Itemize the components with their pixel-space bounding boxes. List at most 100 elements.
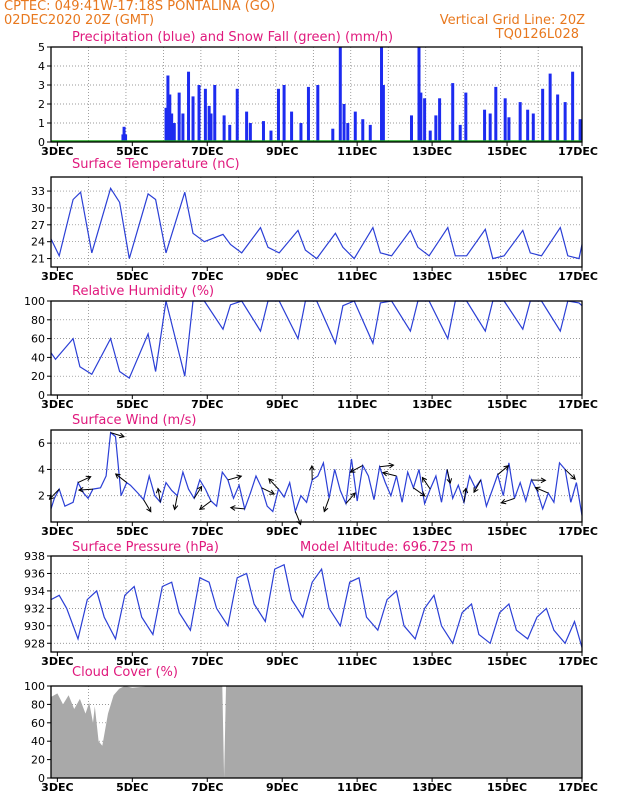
precipitation-xtick-label: 11DEC xyxy=(337,145,377,158)
humidity-xtick-label: 17DEC xyxy=(558,398,598,411)
temperature-xtick-label: 17DEC xyxy=(558,270,598,283)
temperature-xtick-label: 11DEC xyxy=(337,270,377,283)
precipitation-bar xyxy=(451,83,455,142)
humidity-xtick-label: 5DEC xyxy=(116,398,148,411)
precipitation-ytick-label: 5 xyxy=(38,41,45,54)
wind-direction-arrow xyxy=(413,487,426,497)
pressure-xtick-label: 3DEC xyxy=(41,655,73,668)
cloud-xtick-label: 5DEC xyxy=(116,781,148,794)
wind-direction-arrow xyxy=(227,475,242,481)
precipitation-xtick-label: 9DEC xyxy=(266,145,298,158)
humidity-ytick-label: 60 xyxy=(31,333,45,346)
temperature-series-line xyxy=(50,186,583,260)
precipitation-bar xyxy=(578,119,582,142)
humidity-xtick-label: 15DEC xyxy=(487,398,527,411)
cloud-xtick-label: 7DEC xyxy=(191,781,223,794)
precipitation-xtick-label: 5DEC xyxy=(116,145,148,158)
wind-arrow-head xyxy=(500,498,507,505)
precipitation-bar xyxy=(168,94,172,142)
cloud-cover-area xyxy=(51,686,582,778)
precipitation-bar xyxy=(228,124,232,142)
humidity-xtick-label: 9DEC xyxy=(266,398,298,411)
precipitation-bar xyxy=(164,107,168,142)
pressure-ytick-label: 938 xyxy=(24,550,45,563)
cloud-title: Cloud Cover (%) xyxy=(72,665,178,680)
wind-arrow-head xyxy=(446,478,453,485)
wind-direction-arrow xyxy=(350,465,364,473)
wind-arrow-head xyxy=(172,504,179,511)
precipitation-bar xyxy=(209,113,213,142)
wind-arrow-head xyxy=(155,487,162,494)
wind-direction-arrow xyxy=(345,492,356,504)
precipitation-bar xyxy=(197,85,201,142)
wind-arrow-head xyxy=(473,487,479,494)
wind-direction-arrow xyxy=(463,488,467,503)
precipitation-bar xyxy=(222,115,226,142)
precipitation-title: Precipitation (blue) and Snow Fall (gree… xyxy=(72,30,393,45)
precipitation-bar xyxy=(187,71,191,142)
wind-arrow-head xyxy=(236,474,243,480)
header-run-time: 02DEC2020 20Z (GMT) xyxy=(4,13,155,28)
precipitation-bar xyxy=(571,71,575,142)
header-grid-line-info: Vertical Grid Line: 20Z xyxy=(439,13,585,28)
wind-arrow-head xyxy=(229,505,236,511)
humidity-xtick-label: 3DEC xyxy=(41,398,73,411)
cloud-xtick-label: 17DEC xyxy=(558,781,598,794)
precipitation-bar xyxy=(203,88,207,142)
cloud-ytick-label: 80 xyxy=(31,698,45,711)
precipitation-bar xyxy=(381,85,385,142)
precipitation-xtick-label: 17DEC xyxy=(558,145,598,158)
precipitation-ytick-label: 2 xyxy=(38,98,45,111)
cloud-frame xyxy=(50,685,583,779)
precipitation-bar xyxy=(526,109,530,142)
precipitation-bar xyxy=(563,102,567,142)
precipitation-bar xyxy=(518,102,522,142)
pressure-xtick-label: 17DEC xyxy=(558,655,598,668)
wind-xtick-label: 7DEC xyxy=(191,525,223,538)
wind-arrow-head xyxy=(114,473,121,479)
wind-ytick-label: 6 xyxy=(38,437,45,450)
precipitation-bar xyxy=(541,88,545,142)
pressure-subtitle: Model Altitude: 696.725 m xyxy=(300,540,473,555)
precipitation-ytick-label: 0 xyxy=(38,136,45,149)
cloud-ytick-label: 40 xyxy=(31,735,45,748)
temperature-xtick-label: 7DEC xyxy=(191,270,223,283)
wind-frame xyxy=(50,429,583,523)
cloud-xtick-label: 15DEC xyxy=(487,781,527,794)
wind-arrow-head xyxy=(421,476,428,483)
precipitation-bar xyxy=(172,123,176,142)
precipitation-frame xyxy=(50,46,583,143)
temperature-ytick-label: 27 xyxy=(31,219,45,232)
wind-direction-arrow xyxy=(174,495,178,510)
wind-direction-arrow xyxy=(199,500,212,510)
cloud-ytick-label: 60 xyxy=(31,717,45,730)
wind-arrow-head xyxy=(323,506,329,513)
precipitation-bar xyxy=(438,98,442,142)
temperature-xtick-label: 15DEC xyxy=(487,270,527,283)
cloud-xtick-label: 11DEC xyxy=(337,781,377,794)
temperature-ytick-label: 21 xyxy=(31,253,45,266)
wind-ytick-label: 4 xyxy=(38,463,45,476)
wind-arrow-head xyxy=(350,492,356,499)
precipitation-bar xyxy=(124,134,128,142)
wind-ytick-label: 2 xyxy=(38,490,45,503)
humidity-xtick-label: 13DEC xyxy=(412,398,452,411)
wind-direction-arrow xyxy=(193,486,202,499)
precipitation-bar xyxy=(276,88,280,142)
precipitation-bar xyxy=(503,98,507,142)
precipitation-ytick-label: 4 xyxy=(38,60,45,73)
cloud-xtick-label: 3DEC xyxy=(41,781,73,794)
wind-arrow-head xyxy=(419,491,426,497)
pressure-frame xyxy=(50,555,583,653)
wind-direction-arrow xyxy=(323,498,330,512)
precipitation-bar xyxy=(417,47,421,142)
precipitation-bar xyxy=(464,92,468,142)
pressure-ytick-label: 934 xyxy=(24,585,45,598)
wind-arrow-head xyxy=(269,489,276,495)
wind-direction-arrow xyxy=(157,488,161,503)
precipitation-bar xyxy=(428,130,432,142)
wind-arrow-head xyxy=(349,467,356,473)
cloud-xtick-label: 9DEC xyxy=(266,781,298,794)
pressure-series-line xyxy=(50,563,583,648)
pressure-ytick-label: 928 xyxy=(24,637,45,650)
